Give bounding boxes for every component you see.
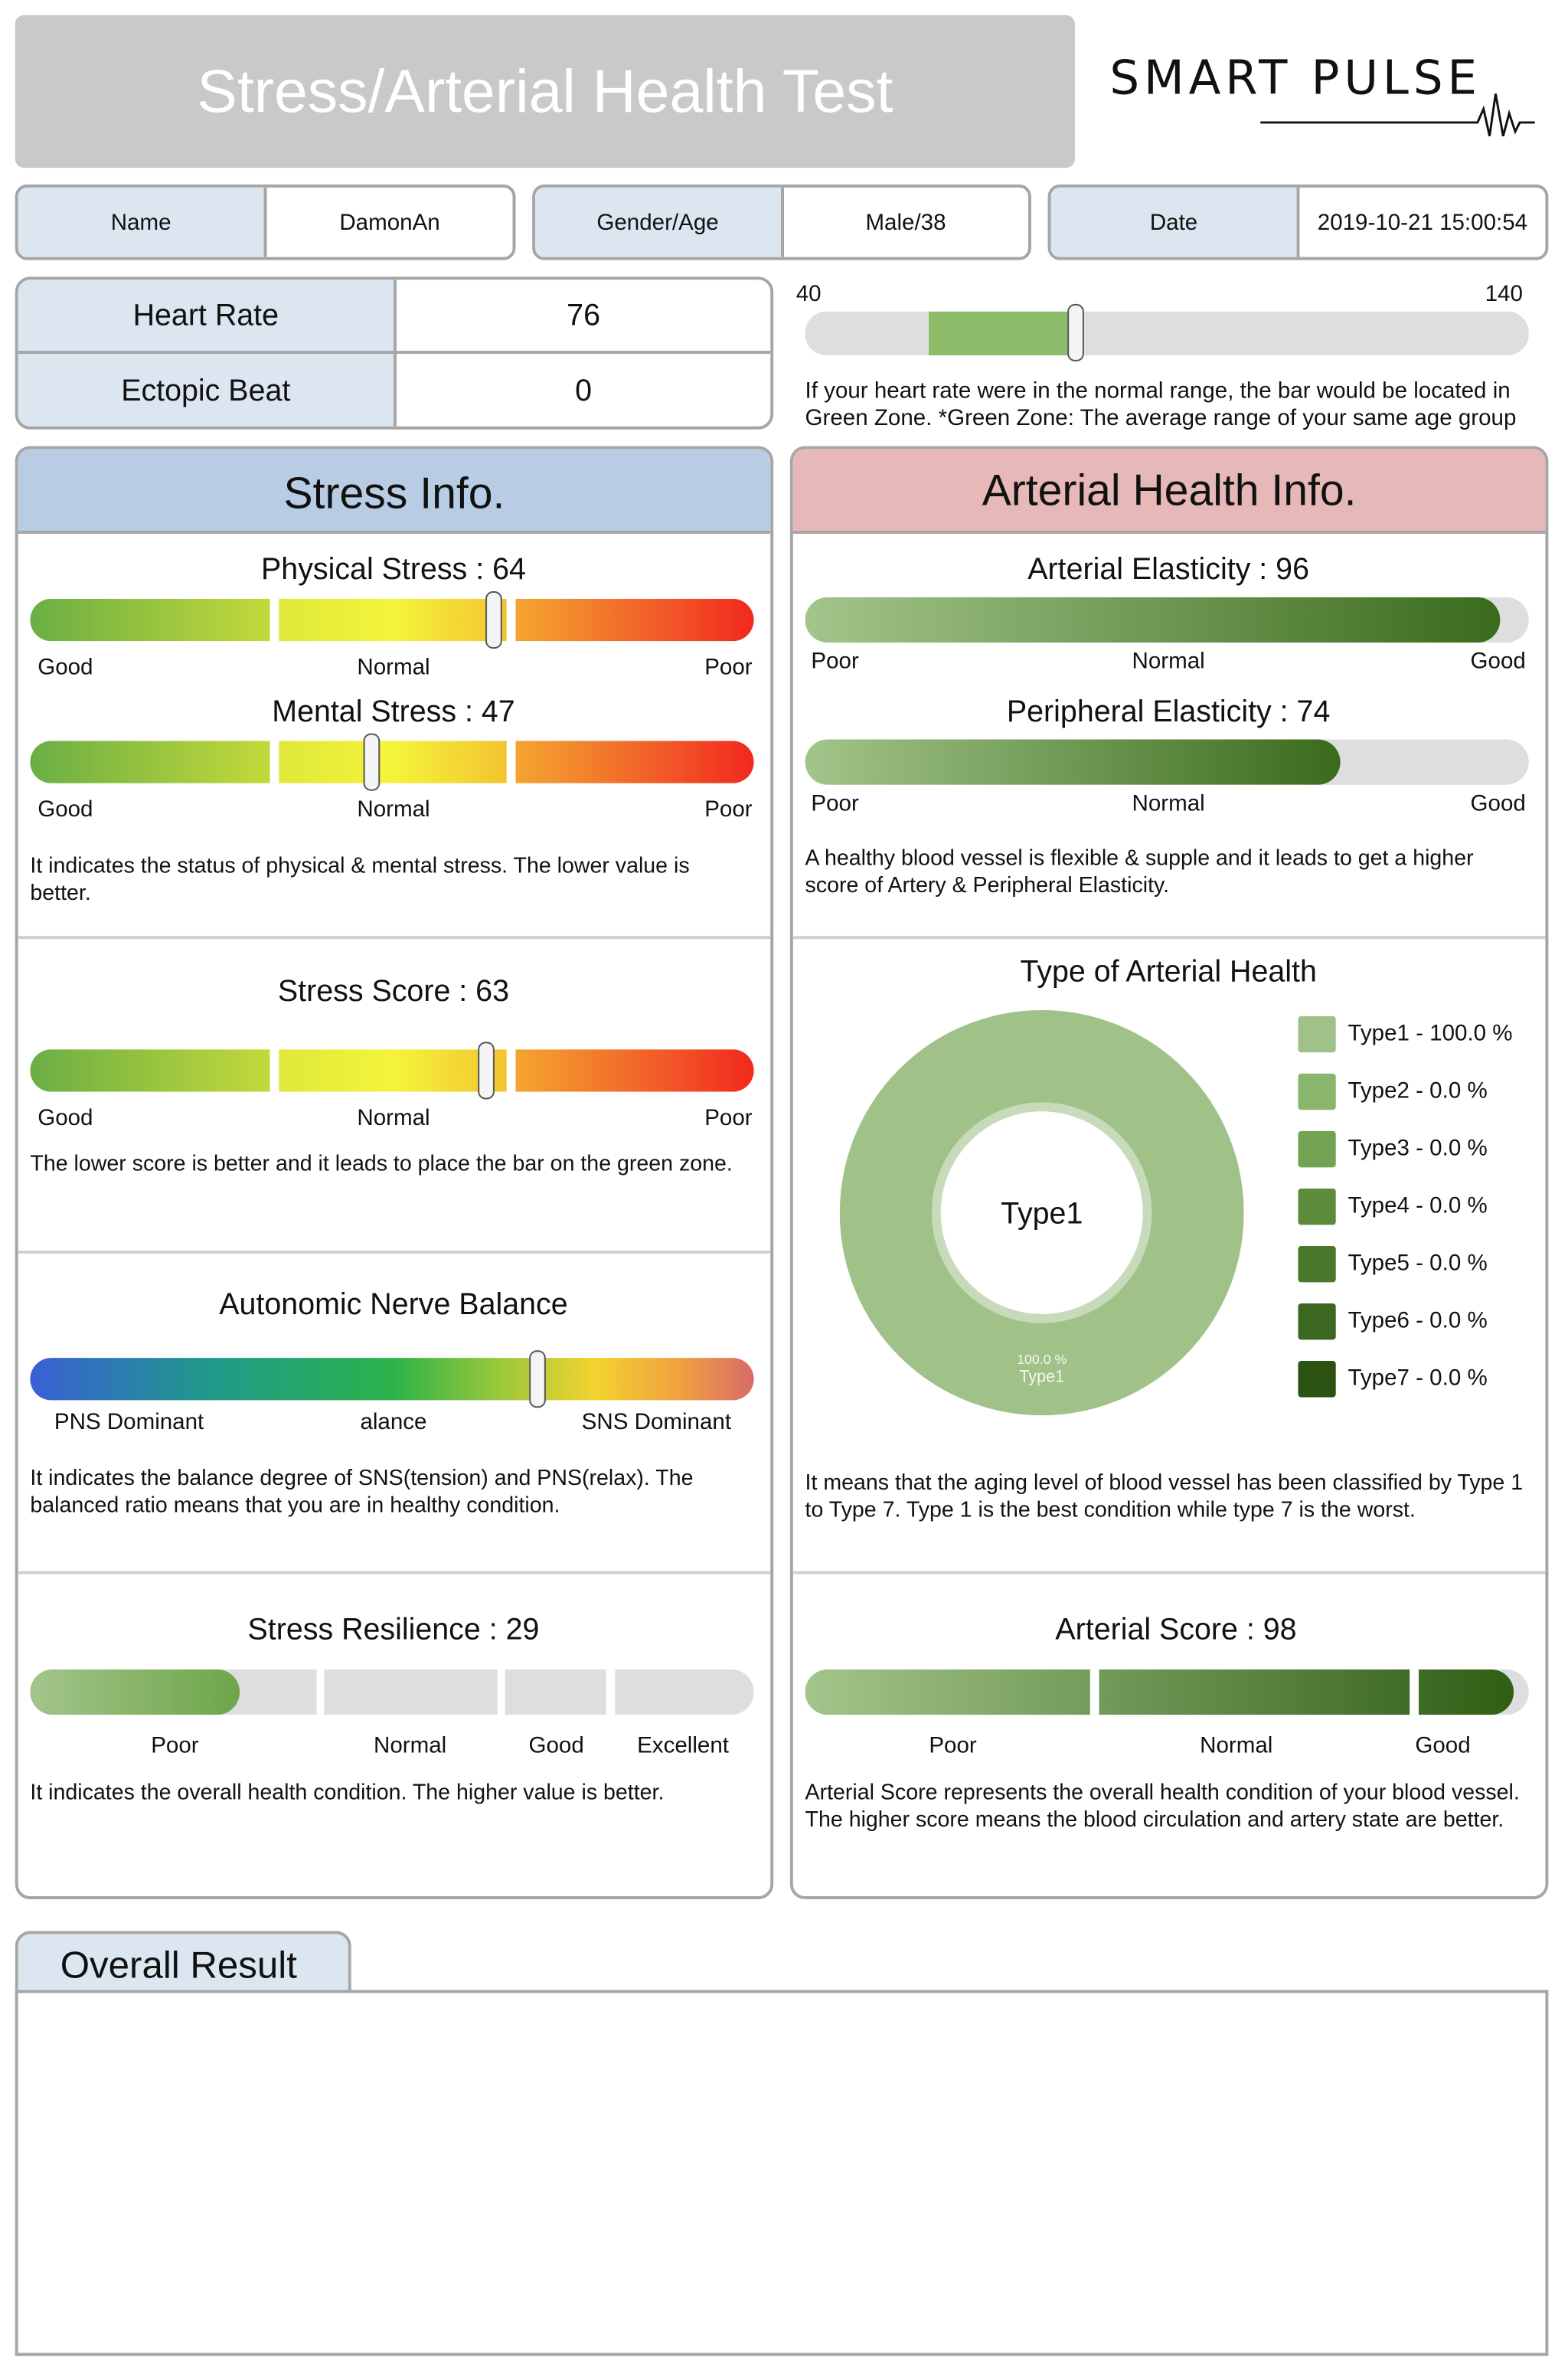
- legend-swatch: [1298, 1073, 1336, 1110]
- scale-label: Poor: [704, 796, 753, 823]
- scale-label: Normal: [1132, 649, 1205, 675]
- resilience-description: It indicates the overall health conditio…: [30, 1781, 665, 1806]
- scale-label: Good: [1470, 790, 1526, 817]
- resilience-bar: [30, 1669, 754, 1715]
- scale-label: Poor: [704, 1105, 753, 1131]
- resilience-poor: Poor: [151, 1732, 199, 1759]
- value-marker: [362, 733, 380, 791]
- scale-label: Poor: [811, 649, 859, 675]
- legend-item: Type5 - 0.0 %: [1348, 1250, 1488, 1277]
- legend-swatch: [1298, 1303, 1336, 1340]
- slice-name-label: Type1: [1019, 1368, 1065, 1387]
- date-field: Date 2019-10-21 15:00:54: [1047, 184, 1549, 260]
- arterial-type-description: It means that the aging level of blood v…: [805, 1471, 1524, 1523]
- scale-label: Normal: [357, 1105, 430, 1131]
- hr-min: 40: [795, 281, 822, 307]
- arterial-score-good: Good: [1415, 1732, 1471, 1759]
- hr-note-2: Green Zone. *Green Zone: The average ran…: [805, 405, 1517, 431]
- poor-segment: [515, 1049, 754, 1092]
- value-fill: [805, 739, 1341, 785]
- scale-label: Normal: [357, 654, 430, 681]
- donut-center-label: Type1: [1001, 1197, 1083, 1231]
- stress-score-description: The lower score is better and it leads t…: [30, 1152, 733, 1177]
- anb-description: It indicates the balance degree of SNS(t…: [30, 1467, 694, 1519]
- legend-item: Type7 - 0.0 %: [1348, 1365, 1488, 1392]
- legend-item: Type4 - 0.0 %: [1348, 1192, 1488, 1219]
- donut-inner-ring: [931, 1102, 1152, 1323]
- vitals-table: Heart Rate 76 Ectopic Beat 0: [15, 276, 774, 430]
- anb-label: Autonomic Nerve Balance: [219, 1288, 568, 1322]
- good-segment: [30, 1049, 270, 1092]
- legend-item: Type1 - 100.0 %: [1348, 1020, 1513, 1047]
- arterial-elasticity-label: Arterial Elasticity : 96: [1027, 553, 1309, 587]
- peripheral-elasticity-label: Peripheral Elasticity : 74: [1006, 695, 1331, 729]
- stress-panel: Stress Info.: [15, 446, 774, 1899]
- legend-swatch: [1298, 1245, 1336, 1283]
- poor-segment: [515, 598, 754, 642]
- overall-result-tab: Overall Result: [15, 1931, 351, 1993]
- scale-label: Good: [38, 796, 93, 823]
- scale-label: Good: [38, 654, 93, 681]
- hr-note: If your heart rate were in the normal ra…: [805, 378, 1511, 404]
- physical-stress-label: Physical Stress : 64: [261, 553, 526, 587]
- elasticity-description: A healthy blood vessel is flexible & sup…: [805, 846, 1474, 898]
- arterial-score-description: Arterial Score represents the overall he…: [805, 1781, 1520, 1833]
- header-banner: Stress/Arterial Health Test: [15, 15, 1076, 168]
- arterial-title: Arterial Health Info.: [792, 449, 1546, 534]
- legend-item: Type2 - 0.0 %: [1348, 1078, 1488, 1104]
- arterial-panel: Arterial Health Info.: [789, 446, 1549, 1899]
- donut-slice-Type1: [839, 1009, 1244, 1416]
- name-field: Name DamonAn: [15, 184, 516, 260]
- stress-description: It indicates the status of physical & me…: [30, 854, 690, 906]
- arterial-type-title: Type of Arterial Health: [1020, 955, 1317, 989]
- scale-label: Normal: [357, 796, 430, 823]
- anb-marker: [529, 1350, 546, 1408]
- legend-swatch: [1298, 1361, 1336, 1398]
- value-marker: [479, 1042, 495, 1100]
- smart-pulse-logo: SMART PULSE: [1109, 51, 1539, 142]
- normal-segment: [279, 741, 507, 783]
- stress-title: Stress Info.: [18, 449, 771, 534]
- arterial-type-donut: [839, 1009, 1244, 1416]
- resilience-label: Stress Resilience : 29: [247, 1613, 540, 1647]
- scale-label: Good: [1470, 649, 1526, 675]
- scale-label: Normal: [1132, 790, 1205, 817]
- gender-age-field: Gender/Age Male/38: [532, 184, 1031, 260]
- legend-swatch: [1298, 1015, 1336, 1053]
- anb-left-label: PNS Dominant: [54, 1409, 204, 1435]
- legend-item: Type6 - 0.0 %: [1348, 1307, 1488, 1334]
- scale-label: Poor: [811, 790, 859, 817]
- normal-segment: [279, 598, 507, 642]
- arterial-score-normal: Normal: [1200, 1732, 1273, 1759]
- value-marker: [485, 591, 503, 649]
- hr-max: 140: [1485, 281, 1523, 307]
- good-segment: [30, 598, 270, 642]
- overall-result-box: [15, 1990, 1549, 2356]
- scale-label: Poor: [704, 654, 753, 681]
- resilience-good: Good: [528, 1732, 584, 1759]
- resilience-normal: Normal: [374, 1732, 447, 1759]
- anb-right-label: SNS Dominant: [581, 1409, 732, 1435]
- anb-bar: [30, 1358, 754, 1401]
- stress-score-label: Stress Score : 63: [277, 975, 510, 1009]
- resilience-excellent: Excellent: [637, 1732, 729, 1759]
- slice-percent-label: 100.0 %: [1017, 1352, 1067, 1367]
- heart-rate-bar: [805, 311, 1529, 356]
- heart-rate-marker: [1067, 303, 1084, 361]
- legend-swatch: [1298, 1188, 1336, 1225]
- poor-segment: [515, 741, 754, 783]
- legend-swatch: [1298, 1130, 1336, 1168]
- scale-label: Good: [38, 1105, 93, 1131]
- good-segment: [30, 741, 270, 783]
- normal-segment: [279, 1049, 507, 1092]
- value-fill: [805, 597, 1500, 643]
- arterial-score-poor: Poor: [929, 1732, 977, 1759]
- arterial-score-bar: [805, 1669, 1529, 1715]
- anb-center-label: alance: [360, 1409, 427, 1435]
- mental-stress-label: Mental Stress : 47: [272, 695, 515, 729]
- legend-item: Type3 - 0.0 %: [1348, 1135, 1488, 1162]
- arterial-score-label: Arterial Score : 98: [1055, 1613, 1297, 1647]
